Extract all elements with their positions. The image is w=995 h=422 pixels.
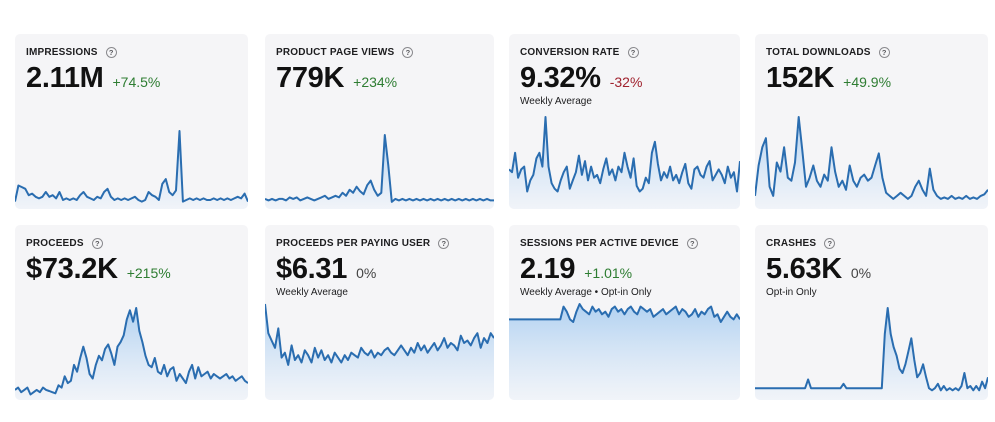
sparkline-line	[509, 116, 740, 193]
sparkline-area	[755, 308, 988, 400]
metric-title: IMPRESSIONS	[26, 46, 98, 58]
metric-value: 9.32%	[520, 62, 601, 94]
sparkline-area	[15, 308, 248, 400]
sparkline-line	[265, 134, 494, 203]
help-icon[interactable]: ?	[91, 237, 103, 249]
sparkline-area	[265, 304, 494, 400]
sparkline-chart	[15, 130, 248, 209]
metric-title: PROCEEDS PER PAYING USER	[276, 237, 431, 249]
sparkline-area	[15, 131, 248, 209]
help-icon[interactable]: ?	[686, 237, 698, 249]
metric-title: PRODUCT PAGE VIEWS	[276, 46, 395, 58]
metric-card-conversion-rate[interactable]: CONVERSION RATE ? 9.32% -32% Weekly Aver…	[509, 34, 740, 209]
sparkline-area	[265, 135, 494, 209]
metric-card-total-downloads[interactable]: TOTAL DOWNLOADS ? 152K +49.9%	[755, 34, 988, 209]
metric-value: 152K	[766, 62, 835, 94]
metric-delta: -32%	[609, 74, 643, 90]
metric-delta: +234%	[353, 74, 398, 90]
sparkline-area	[755, 117, 988, 209]
sparkline-area	[509, 117, 740, 209]
sparkline-area	[509, 304, 740, 400]
metric-card-proceeds[interactable]: PROCEEDS ? $73.2K +215%	[15, 225, 248, 400]
metric-subtitle: Opt-in Only	[766, 287, 817, 298]
sparkline-chart	[509, 303, 740, 400]
metric-subtitle: Weekly Average	[276, 287, 348, 298]
sparkline-line	[509, 303, 740, 323]
sparkline-line	[755, 307, 988, 392]
metric-card-proceeds-per-paying-user[interactable]: PROCEEDS PER PAYING USER ? $6.31 0% Week…	[265, 225, 494, 400]
sparkline-chart	[15, 307, 248, 400]
metric-card-impressions[interactable]: IMPRESSIONS ? 2.11M +74.5%	[15, 34, 248, 209]
sparkline-chart	[755, 307, 988, 400]
sparkline-chart	[265, 134, 494, 209]
help-icon[interactable]: ?	[878, 46, 890, 58]
metric-delta: +49.9%	[843, 74, 892, 90]
metric-title: SESSIONS PER ACTIVE DEVICE	[520, 237, 679, 249]
sparkline-chart	[265, 303, 494, 400]
metric-delta: 0%	[850, 265, 872, 281]
metric-subtitle: Weekly Average	[520, 96, 592, 107]
metric-card-crashes[interactable]: CRASHES ? 5.63K 0% Opt-in Only	[755, 225, 988, 400]
help-icon[interactable]: ?	[402, 46, 414, 58]
sparkline-chart	[509, 116, 740, 209]
metric-title: PROCEEDS	[26, 237, 84, 249]
help-icon[interactable]: ?	[627, 46, 639, 58]
metric-subtitle: Weekly Average • Opt-in Only	[520, 287, 652, 298]
sparkline-chart	[755, 116, 988, 209]
metric-value: $6.31	[276, 253, 348, 285]
metric-value: 2.11M	[26, 62, 104, 94]
metric-delta: 0%	[356, 265, 377, 281]
help-icon[interactable]: ?	[438, 237, 450, 249]
metric-value: 5.63K	[766, 253, 842, 285]
metric-card-sessions-per-active-device[interactable]: SESSIONS PER ACTIVE DEVICE ? 2.19 +1.01%…	[509, 225, 740, 400]
metric-title: TOTAL DOWNLOADS	[766, 46, 871, 58]
metric-delta: +215%	[126, 265, 171, 281]
help-icon[interactable]: ?	[105, 46, 117, 58]
metric-value: 2.19	[520, 253, 576, 285]
metric-delta: +74.5%	[112, 74, 161, 90]
sparkline-line	[755, 116, 988, 200]
metric-value: 779K	[276, 62, 345, 94]
sparkline-line	[265, 303, 494, 366]
metric-title: CRASHES	[766, 237, 817, 249]
help-icon[interactable]: ?	[824, 237, 836, 249]
metric-title: CONVERSION RATE	[520, 46, 620, 58]
metric-delta: +1.01%	[584, 265, 633, 281]
metric-card-product-page-views[interactable]: PRODUCT PAGE VIEWS ? 779K +234%	[265, 34, 494, 209]
sparkline-line	[15, 307, 248, 396]
metric-value: $73.2K	[26, 253, 118, 285]
sparkline-line	[15, 130, 248, 203]
